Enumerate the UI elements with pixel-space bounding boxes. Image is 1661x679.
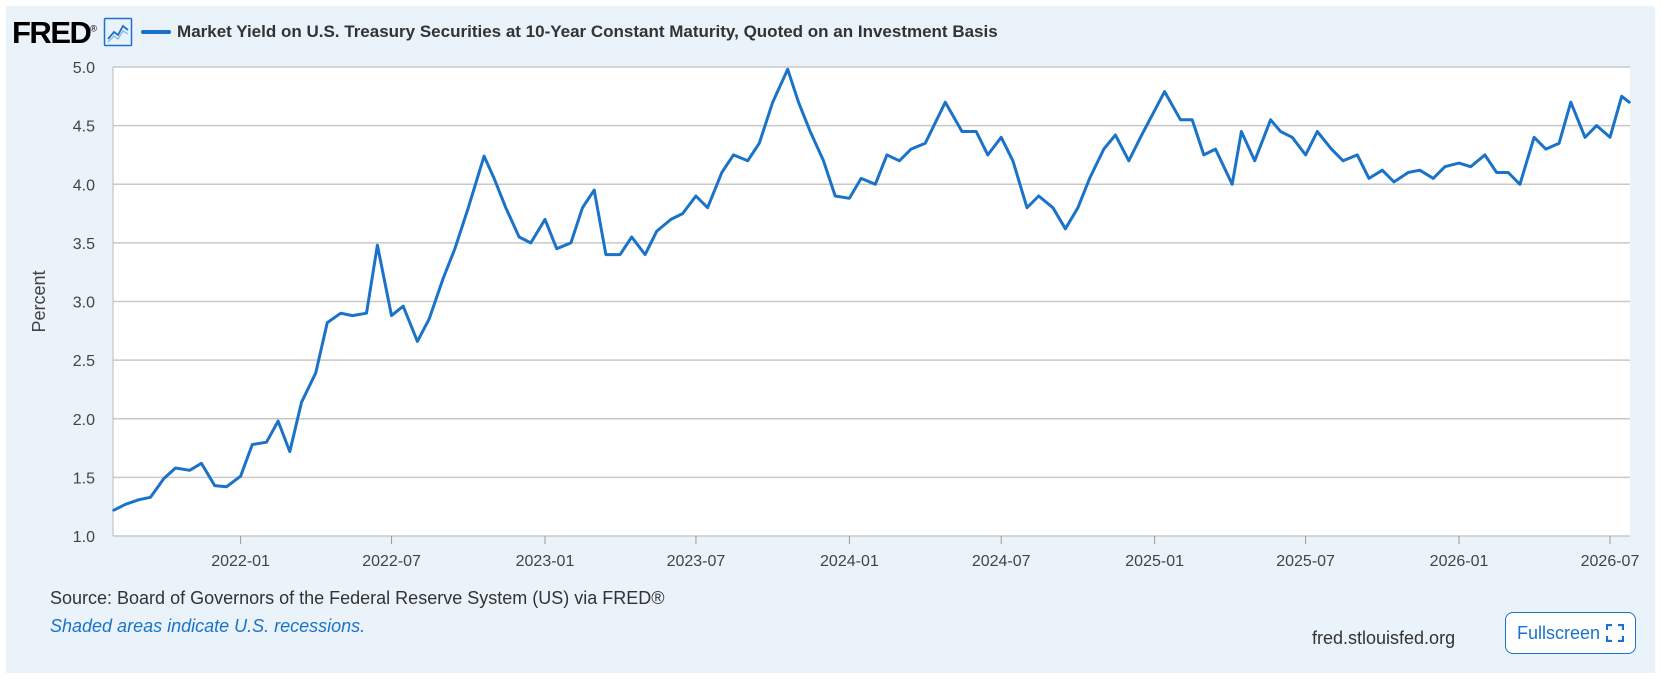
x-tick-label: 2022-01 [211, 553, 270, 570]
x-tick-label: 2024-07 [972, 553, 1031, 570]
y-tick-label: 4.5 [73, 119, 95, 136]
y-tick-label: 2.5 [73, 353, 95, 370]
fred-logo[interactable]: FRED® [12, 17, 97, 48]
y-tick-label: 2.0 [73, 412, 95, 429]
x-tick-label: 2023-01 [516, 553, 575, 570]
x-tick-label: 2025-07 [1276, 553, 1335, 570]
legend-line-marker [141, 30, 172, 34]
y-tick-label: 3.5 [73, 236, 95, 253]
expand-icon [1606, 624, 1625, 642]
fullscreen-button[interactable]: Fullscreen [1505, 612, 1636, 654]
source-text: Source: Board of Governors of the Federa… [50, 588, 665, 608]
y-tick-label: 1.5 [73, 470, 95, 487]
series-line-10yr-treasury-yield[interactable] [112, 67, 1631, 512]
recession-note: Shaded areas indicate U.S. recessions. [50, 616, 366, 636]
y-tick-label: 1.0 [73, 529, 95, 546]
fullscreen-label: Fullscreen [1516, 622, 1601, 643]
fred-logo-mark: ® [90, 23, 98, 34]
x-tick-label: 2026-07 [1581, 553, 1640, 570]
y-tick-label: 3.0 [73, 295, 95, 312]
chart-header: FRED® Market Yield on U.S. Treasury Secu… [12, 12, 998, 52]
fred-logo-text: FRED [12, 14, 92, 50]
site-url: fred.stlouisfed.org [1312, 628, 1456, 648]
chart-title: Market Yield on U.S. Treasury Securities… [177, 22, 998, 41]
x-tick-label: 2023-07 [667, 553, 726, 570]
x-tick-label: 2025-01 [1125, 553, 1184, 570]
x-tick-label: 2024-01 [820, 553, 879, 570]
line-chart-icon[interactable] [103, 17, 133, 47]
x-tick-label: 2022-07 [362, 553, 421, 570]
y-axis-label: Percent [29, 270, 49, 332]
x-tick-label: 2026-01 [1430, 553, 1489, 570]
y-tick-label: 4.0 [73, 177, 95, 194]
y-tick-label: 5.0 [73, 60, 95, 77]
